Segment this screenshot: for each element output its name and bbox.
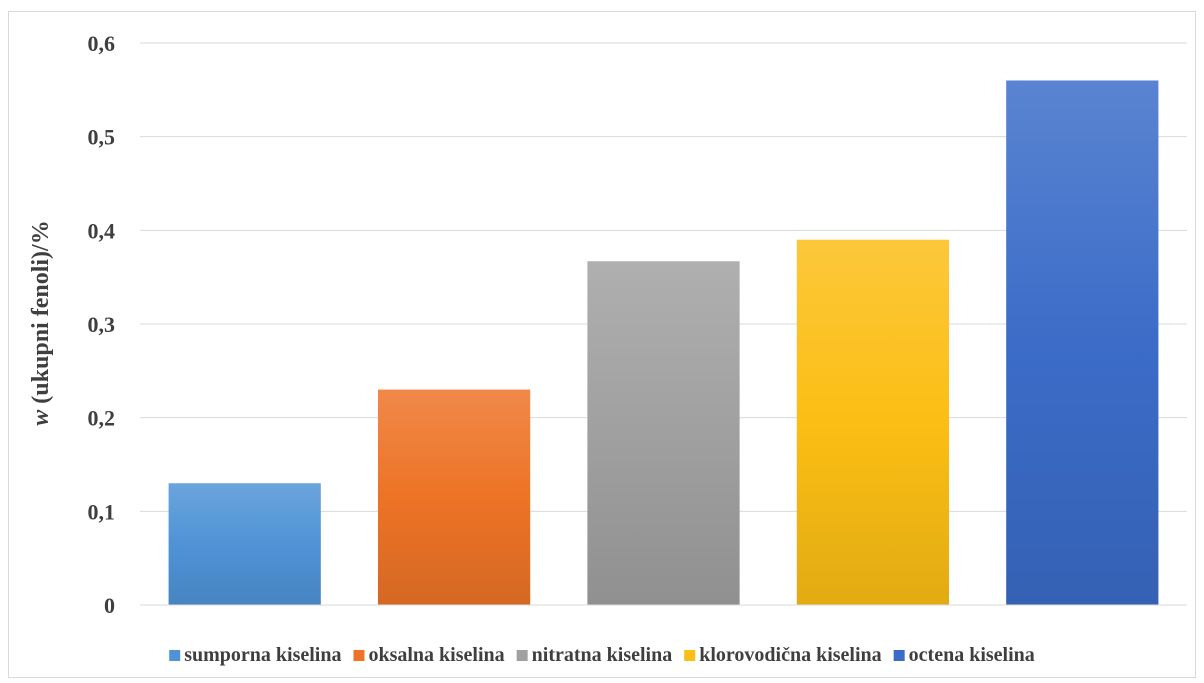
y-axis-title-variable: w bbox=[28, 409, 54, 426]
legend-label: sumporna kiselina bbox=[184, 644, 341, 666]
bar bbox=[168, 483, 321, 605]
legend-swatch bbox=[353, 650, 365, 661]
y-axis-title: w (ukupni fenoli)/% bbox=[28, 220, 54, 425]
bar bbox=[796, 239, 950, 605]
legend-label: octena kiselina bbox=[909, 644, 1035, 666]
legend-item: klorovodična kiselina bbox=[684, 644, 882, 666]
y-tick-label: 0,1 bbox=[88, 499, 116, 524]
legend-item: nitratna kiselina bbox=[516, 644, 673, 666]
bar bbox=[1006, 80, 1159, 605]
y-tick-label: 0 bbox=[104, 593, 115, 618]
legend-item: octena kiselina bbox=[893, 644, 1035, 666]
bar bbox=[377, 389, 531, 605]
bar bbox=[587, 261, 740, 605]
y-tick-label: 0,3 bbox=[88, 312, 116, 337]
legend-label: nitratna kiselina bbox=[532, 644, 673, 666]
legend-swatch bbox=[169, 650, 181, 661]
legend-label: oksalna kiselina bbox=[368, 644, 504, 666]
y-tick-label: 0,2 bbox=[88, 406, 116, 431]
legend-item: oksalna kiselina bbox=[353, 644, 505, 666]
legend-swatch bbox=[893, 650, 905, 661]
legend-item: sumporna kiselina bbox=[169, 644, 341, 666]
y-tick-label: 0,4 bbox=[88, 218, 116, 243]
bars bbox=[168, 80, 1159, 605]
y-tick-label: 0,6 bbox=[88, 31, 116, 56]
legend: sumporna kiselina oksalna kiselina nitratn… bbox=[169, 644, 1035, 666]
legend-swatch bbox=[516, 650, 528, 661]
legend-label: klorovodična kiselina bbox=[699, 644, 881, 666]
y-axis-ticks: 0 0,1 0,2 0,3 0,4 0,5 0,6 bbox=[88, 31, 116, 618]
legend-swatch bbox=[684, 650, 696, 661]
y-tick-label: 0,5 bbox=[88, 125, 116, 150]
y-axis-title-text: (ukupni fenoli)/% bbox=[28, 220, 54, 409]
